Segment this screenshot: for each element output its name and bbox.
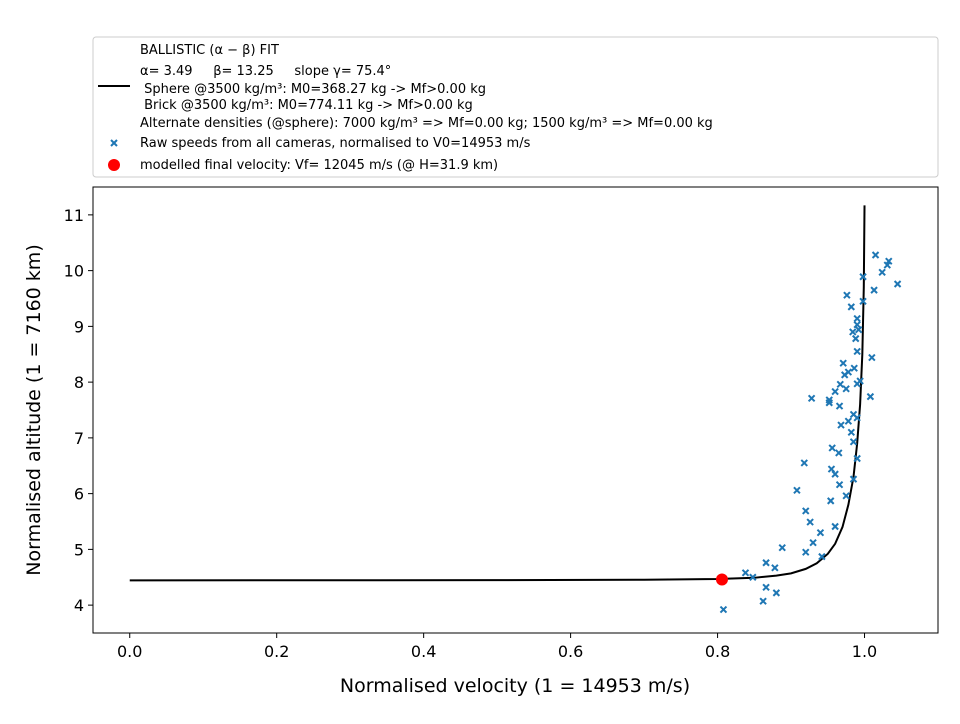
raw-speed-point: [854, 326, 863, 334]
raw-speed-point: [843, 291, 851, 299]
legend-fit-line3: Brick @3500 kg/m³: M0=774.11 kg -> Mf>0.…: [140, 98, 473, 113]
raw-speed-point: [759, 597, 767, 605]
x-tick-label: 0.8: [705, 642, 730, 661]
raw-speed-point: [847, 303, 856, 311]
legend-final-marker: [108, 159, 120, 171]
raw-speed-point: [878, 268, 886, 277]
y-axis-ticks: 4 5 6 7 8 9 10 11: [64, 206, 93, 615]
x-tick-label: 0.4: [411, 642, 436, 661]
raw-speed-point: [831, 387, 839, 396]
raw-speed-point: [762, 583, 770, 591]
raw-speed-point: [849, 328, 857, 336]
raw-speed-point: [778, 543, 786, 552]
raw-speed-point: [831, 522, 839, 531]
fit-line: [129, 205, 866, 582]
x-axis-label: Normalised velocity (1 = 14953 m/s): [340, 675, 690, 697]
raw-speed-point: [762, 559, 770, 567]
x-tick-label: 0.2: [264, 642, 289, 661]
raw-speed-point: [851, 334, 860, 343]
raw-speed-point: [809, 538, 817, 547]
raw-speed-point: [837, 421, 845, 429]
raw-speed-point: [847, 428, 856, 437]
raw-speed-point: [772, 589, 781, 597]
raw-speed-point: [853, 347, 861, 356]
raw-speed-point: [835, 402, 844, 410]
raw-speed-point: [818, 552, 826, 561]
raw-speed-point: [771, 564, 779, 572]
legend: BALLISTIC (α − β) FIT α= 3.49 β= 13.25 s…: [92, 36, 939, 178]
raw-speed-point: [853, 454, 861, 463]
final-velocity-point: [715, 573, 728, 586]
raw-speed-point: [839, 359, 847, 367]
legend-fit-title: BALLISTIC (α − β) FIT: [140, 43, 279, 58]
raw-speed-point: [893, 280, 902, 288]
y-tick-label: 6: [74, 485, 84, 504]
data-marks: [129, 205, 902, 614]
raw-speed-point: [842, 492, 850, 500]
raw-speed-point: [849, 438, 858, 446]
raw-speed-point: [835, 480, 844, 489]
y-tick-label: 11: [64, 206, 84, 225]
y-tick-label: 8: [74, 373, 84, 392]
y-axis-label: Normalised altitude (1 = 7160 km): [23, 244, 45, 575]
legend-fit-line2: Sphere @3500 kg/m³: M0=368.27 kg -> Mf>0…: [140, 82, 486, 97]
raw-speed-point: [800, 459, 808, 467]
legend-final-label: modelled final velocity: Vf= 12045 m/s (…: [140, 158, 498, 173]
raw-speed-point: [853, 314, 861, 323]
raw-speed-point: [807, 394, 816, 402]
raw-speed-point: [885, 257, 893, 265]
raw-speed-point: [802, 548, 810, 556]
raw-speed-point: [853, 320, 861, 329]
legend-raw-marker: [110, 139, 118, 147]
raw-speed-point: [827, 497, 835, 505]
y-tick-label: 10: [64, 262, 84, 281]
legend-fit-line4: Alternate densities (@sphere): 7000 kg/m…: [140, 116, 713, 131]
plot-area: 0.0 0.2 0.4 0.6 0.8 1.0 4 5 6 7 8 9 10 11: [64, 186, 939, 661]
axes-frame: [92, 186, 939, 634]
legend-fit-line1: α= 3.49 β= 13.25 slope γ= 75.4°: [140, 64, 391, 79]
legend-raw-label: Raw speeds from all cameras, normalised …: [140, 136, 531, 151]
raw-speed-point: [859, 297, 867, 305]
raw-speed-point: [849, 475, 858, 483]
raw-speed-point: [868, 353, 876, 362]
raw-speed-point: [870, 286, 878, 294]
raw-speed-point: [793, 486, 801, 494]
raw-speed-point: [866, 392, 875, 401]
x-tick-label: 0.6: [558, 642, 583, 661]
x-axis-ticks: 0.0 0.2 0.4 0.6 0.8 1.0: [117, 633, 877, 661]
x-tick-label: 0.0: [117, 642, 142, 661]
raw-speed-point: [835, 449, 843, 457]
x-tick-label: 1.0: [852, 642, 877, 661]
raw-speed-point: [842, 385, 850, 393]
raw-speed-point: [806, 518, 814, 526]
raw-speed-point: [802, 507, 810, 515]
y-tick-label: 7: [74, 429, 84, 448]
y-tick-label: 9: [74, 317, 84, 336]
raw-speed-point: [816, 528, 825, 537]
y-tick-label: 5: [74, 540, 84, 559]
raw-speed-point: [850, 364, 858, 372]
raw-speed-point: [741, 569, 750, 577]
raw-speed-point: [856, 377, 864, 385]
raw-speed-point: [749, 573, 757, 581]
raw-speed-point: [871, 251, 880, 259]
raw-speed-point: [836, 380, 844, 389]
y-tick-label: 4: [74, 596, 84, 615]
legend-frame: [92, 36, 939, 178]
raw-speed-point: [844, 417, 853, 425]
raw-speed-point: [844, 368, 853, 376]
raw-speed-point: [719, 605, 728, 614]
raw-speed-point: [827, 465, 836, 473]
raw-speed-point: [828, 444, 836, 452]
raw-speed-point: [859, 273, 867, 281]
raw-speed-point: [853, 414, 861, 422]
raw-speed-point: [825, 396, 833, 404]
